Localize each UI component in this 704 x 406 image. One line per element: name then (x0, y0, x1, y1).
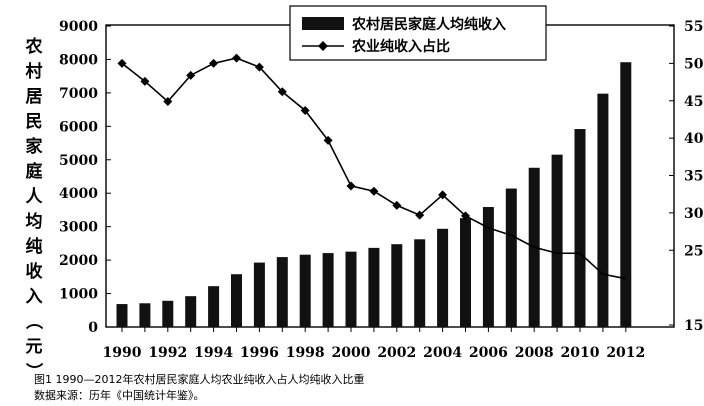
income-bar-2001 (368, 247, 380, 327)
x-tick-label: 1998 (286, 345, 325, 361)
y2-tick-label: 40 (684, 131, 704, 147)
x-tick-label: 2000 (332, 345, 371, 361)
income-bar-1995 (231, 274, 242, 327)
share-point-1997 (277, 87, 287, 97)
y2-tick-label: 55 (684, 19, 703, 35)
y-axis-label-char: 居 (26, 87, 43, 107)
legend-line-label: 农业纯收入占比 (351, 38, 450, 55)
y-axis-label-char: 纯 (26, 236, 43, 257)
y2-tick-label: 15 (684, 318, 703, 334)
y2-tick-label: 35 (684, 169, 703, 185)
income-bar-2003 (414, 239, 426, 327)
legend-line-marker (318, 41, 328, 51)
share-point-1998 (300, 105, 310, 115)
share-point-1994 (209, 58, 219, 68)
y-axis-label: 农村居民家庭人均纯收入 （ 元 ） (23, 36, 44, 370)
y-axis-label-char: 家 (26, 136, 43, 157)
left-y-axis: 0 1000 2000 3000 4000 5000 6000 7000 8000 9000 (59, 19, 111, 336)
share-line (121, 57, 626, 280)
income-bar-1996 (253, 262, 265, 327)
y-axis-label-char: 庭 (26, 161, 43, 182)
share-point-1990 (117, 58, 127, 68)
y-axis-label-char: 村 (26, 61, 43, 82)
plot-frame (105, 24, 675, 328)
income-bar-1999 (322, 253, 334, 327)
income-bar-2004 (437, 228, 449, 327)
y-tick-label: 7000 (59, 86, 98, 102)
x-tick-label: 2002 (377, 345, 416, 361)
y-tick-label: 2000 (59, 253, 98, 269)
income-agriculture-share-chart: 0 1000 2000 3000 4000 5000 6000 7000 8000 9000 15… (23, 5, 704, 370)
data-source-note: 数据来源：历年《中国统计年鉴》。 (34, 389, 205, 402)
y-axis-label-char: 民 (26, 112, 43, 132)
share-point-2003 (415, 210, 425, 220)
y2-tick-label: 45 (684, 94, 703, 110)
x-tick-label: 1996 (240, 345, 279, 361)
y-axis-label-char: ） (23, 363, 44, 371)
x-tick-label: 1994 (194, 345, 233, 361)
x-tick-label: 2004 (423, 345, 462, 361)
y2-tick-label: 50 (684, 56, 704, 72)
legend: 农村居民家庭人均纯收入 农业纯收入占比 (289, 5, 547, 61)
y-axis-label-char: 收 (26, 261, 43, 282)
income-bar-2005 (460, 218, 471, 327)
legend-bar-swatch (302, 17, 344, 30)
share-point-1999 (323, 135, 333, 145)
legend-box (289, 5, 547, 61)
share-point-2000 (346, 181, 356, 191)
x-tick-label: 2006 (469, 345, 508, 361)
y-tick-label: 1000 (59, 287, 98, 303)
income-bar-1997 (276, 257, 288, 327)
y-axis-label-char: 农 (25, 36, 43, 57)
share-point-1996 (254, 62, 264, 72)
share-point-1993 (186, 70, 196, 80)
income-bar-1994 (208, 286, 220, 327)
income-bar-2007 (505, 188, 517, 327)
y-axis-label-char: 元 (26, 337, 43, 357)
share-point-2002 (392, 200, 402, 210)
y-axis-label-char: 人 (26, 187, 44, 207)
income-bar-2010 (574, 129, 586, 327)
share-point-2005 (461, 211, 470, 221)
y-axis-label-char: （ (23, 313, 44, 330)
x-tick-label: 1990 (103, 345, 142, 361)
share-point-1995 (232, 53, 241, 63)
y-tick-label: 9000 (59, 19, 98, 35)
figure-caption: 图1 1990—2012年农村居民家庭人均农业纯收入占人均纯收入比重 (34, 373, 365, 386)
income-bar-2000 (345, 251, 357, 327)
y-tick-label: 4000 (59, 186, 98, 202)
y2-tick-label: 30 (684, 206, 704, 222)
y-tick-label: 5000 (59, 153, 98, 169)
income-bar-1990 (116, 304, 128, 327)
y-axis-label-char: 入 (26, 287, 43, 307)
legend-bar-label: 农村居民家庭人均纯收入 (351, 16, 506, 33)
x-tick-label: 2008 (515, 345, 554, 361)
income-bar-1993 (185, 296, 197, 327)
income-bar-2011 (597, 93, 609, 327)
x-tick-label: 2010 (561, 345, 600, 361)
income-bar-2009 (551, 154, 563, 327)
y-tick-label: 6000 (59, 119, 98, 135)
income-bar-1998 (299, 254, 311, 327)
y-axis-label-char: 均 (26, 211, 43, 232)
share-point-2001 (369, 186, 379, 196)
share-point-1991 (140, 76, 150, 86)
share-point-1992 (163, 96, 173, 106)
y2-tick-label: 25 (684, 243, 703, 259)
y-tick-label: 8000 (59, 52, 98, 68)
x-tick-label: 1992 (148, 345, 187, 361)
right-y-axis: 15 25 30 35 40 45 50 55 (669, 19, 704, 334)
income-bar-1991 (139, 303, 151, 327)
share-line-series (117, 53, 626, 280)
x-tick-label: 2012 (606, 345, 645, 361)
y-tick-label: 0 (88, 320, 98, 336)
income-bar-1992 (162, 300, 174, 327)
income-bar-2012 (620, 62, 632, 327)
y-tick-label: 3000 (59, 220, 98, 236)
share-point-2004 (438, 190, 448, 200)
x-axis: 1990 1992 1994 1996 1998 2000 2002 2004 2006 2008… (103, 327, 645, 361)
income-bar-2006 (482, 207, 494, 327)
income-bar-2002 (391, 244, 403, 327)
